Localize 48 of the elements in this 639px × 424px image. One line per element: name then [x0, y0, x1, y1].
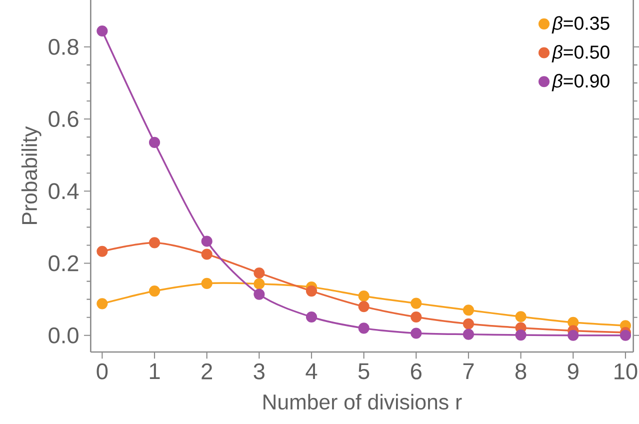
y-tick-label: 0.4: [48, 183, 79, 200]
point: [462, 318, 474, 330]
legend-label: β=0.50: [552, 45, 610, 62]
x-tick-label: 5: [358, 363, 370, 380]
x-tick-label: 3: [254, 363, 264, 380]
legend-label: β=0.35: [552, 16, 610, 34]
point: [462, 328, 474, 340]
point: [148, 237, 160, 248]
point: [201, 278, 212, 289]
point: [254, 288, 265, 300]
x-tick-label: 7: [463, 363, 474, 379]
point: [462, 304, 474, 316]
point: [254, 267, 265, 279]
y-tick-label: 0.6: [48, 110, 78, 128]
point: [410, 311, 422, 323]
point: [358, 322, 370, 334]
point: [358, 301, 370, 312]
point: [358, 290, 370, 302]
point: [410, 328, 422, 339]
point: [515, 330, 526, 341]
point: [201, 236, 212, 247]
x-tick-label: 6: [411, 363, 422, 380]
x-tick-label: 9: [568, 363, 578, 380]
y-tick-label: 0.0: [48, 327, 78, 344]
x-tick-label: 1: [150, 363, 160, 379]
x-tick-label: 8: [516, 363, 526, 380]
point: [306, 311, 318, 323]
y-tick-label: 0.2: [48, 255, 78, 272]
point: [96, 246, 108, 257]
x-tick-label: 2: [202, 363, 212, 380]
point: [96, 298, 108, 310]
point: [410, 298, 422, 309]
point: [620, 330, 632, 341]
legend-label: β=0.90: [552, 74, 610, 92]
point: [96, 25, 108, 37]
y-tick-label: 0.8: [48, 38, 78, 55]
x-tick-label: 0: [96, 363, 108, 380]
point: [148, 136, 160, 148]
point: [568, 330, 579, 341]
point: [254, 278, 265, 290]
x-tick-label: 4: [306, 363, 318, 379]
point: [515, 311, 526, 322]
y-axis-title: Probability: [21, 126, 42, 224]
point: [201, 248, 212, 260]
x-tick-label: 10: [614, 363, 638, 380]
point: [306, 286, 318, 297]
point: [148, 286, 160, 297]
x-axis-title: Number of divisions r: [264, 394, 462, 410]
